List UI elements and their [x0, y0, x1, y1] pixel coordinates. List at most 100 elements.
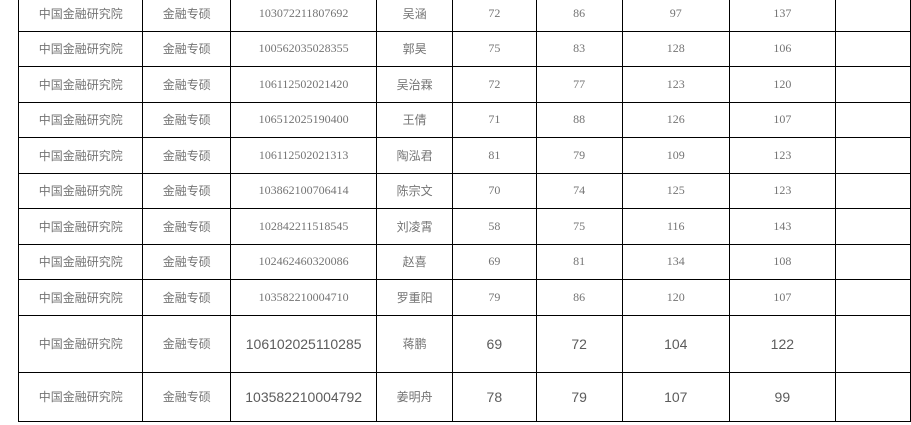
- cell-institute: 中国金融研究院: [17, 172, 144, 209]
- cell-score-3: 134: [621, 243, 731, 280]
- cell-name: 吴治霖: [376, 66, 453, 103]
- table-row: 中国金融研究院 金融专硕 106112502021313 陶泓君 81 79 1…: [17, 137, 911, 174]
- cell-exam-id: 103582210004792: [229, 371, 378, 422]
- cell-empty: [834, 172, 911, 209]
- cell-score-1: 79: [451, 279, 537, 316]
- cell-name: 刘凌霄: [376, 208, 453, 245]
- cell-institute: 中国金融研究院: [17, 66, 144, 103]
- cell-score-4: 137: [729, 0, 836, 32]
- cell-score-3: 97: [621, 0, 731, 32]
- cell-score-1: 75: [451, 30, 537, 67]
- cell-institute: 中国金融研究院: [17, 279, 144, 316]
- cell-score-1: 70: [451, 172, 537, 209]
- cell-score-3: 120: [621, 279, 731, 316]
- cell-score-3: 109: [621, 137, 731, 174]
- cell-name: 陈宗文: [376, 172, 453, 209]
- cell-score-3: 125: [621, 172, 731, 209]
- cell-institute: 中国金融研究院: [17, 137, 144, 174]
- cell-score-2: 88: [535, 101, 623, 138]
- cell-score-1: 71: [451, 101, 537, 138]
- cell-score-2: 86: [535, 279, 623, 316]
- cell-program: 金融专硕: [142, 66, 231, 103]
- cell-program: 金融专硕: [142, 30, 231, 67]
- cell-empty: [834, 66, 911, 103]
- cell-score-4: 123: [729, 172, 836, 209]
- cell-score-3: 126: [621, 101, 731, 138]
- table-row: 中国金融研究院 金融专硕 102842211518545 刘凌霄 58 75 1…: [17, 208, 911, 245]
- table-row: 中国金融研究院 金融专硕 103072211807692 吴涵 72 86 97…: [17, 0, 911, 32]
- table-row: 中国金融研究院 金融专硕 106112502021420 吴治霖 72 77 1…: [17, 66, 911, 103]
- cell-score-1: 81: [451, 137, 537, 174]
- cell-score-2: 83: [535, 30, 623, 67]
- cell-score-2: 79: [535, 371, 623, 422]
- cell-score-3: 116: [621, 208, 731, 245]
- cell-score-2: 74: [535, 172, 623, 209]
- cell-score-1: 58: [451, 208, 537, 245]
- cell-program: 金融专硕: [142, 279, 231, 316]
- cell-score-3: 128: [621, 30, 731, 67]
- cell-name: 姜明舟: [376, 371, 453, 422]
- cell-exam-id: 102462460320086: [229, 243, 378, 280]
- cell-score-1: 69: [451, 314, 537, 373]
- table-viewport: 中国金融研究院 金融专硕 103072211807692 吴涵 72 86 97…: [17, 0, 911, 422]
- cell-empty: [834, 30, 911, 67]
- cell-exam-id: 103582210004710: [229, 279, 378, 316]
- cell-empty: [834, 101, 911, 138]
- cell-empty: [834, 243, 911, 280]
- cell-score-1: 72: [451, 66, 537, 103]
- table-row: 中国金融研究院 金融专硕 103582210004710 罗重阳 79 86 1…: [17, 279, 911, 316]
- cell-score-2: 75: [535, 208, 623, 245]
- cell-score-4: 106: [729, 30, 836, 67]
- cell-program: 金融专硕: [142, 243, 231, 280]
- cell-name: 吴涵: [376, 0, 453, 32]
- cell-exam-id: 103072211807692: [229, 0, 378, 32]
- cell-program: 金融专硕: [142, 208, 231, 245]
- cell-score-2: 77: [535, 66, 623, 103]
- cell-score-4: 122: [729, 314, 836, 373]
- cell-program: 金融专硕: [142, 172, 231, 209]
- cell-score-1: 78: [451, 371, 537, 422]
- cell-score-3: 104: [621, 314, 731, 373]
- cell-exam-id: 103862100706414: [229, 172, 378, 209]
- cell-score-4: 143: [729, 208, 836, 245]
- cell-name: 王倩: [376, 101, 453, 138]
- cell-score-4: 120: [729, 66, 836, 103]
- cell-score-2: 86: [535, 0, 623, 32]
- cell-score-4: 123: [729, 137, 836, 174]
- cell-empty: [834, 208, 911, 245]
- cell-institute: 中国金融研究院: [17, 314, 144, 373]
- cell-exam-id: 106102025110285: [229, 314, 378, 373]
- cell-name: 蒋鹏: [376, 314, 453, 373]
- cell-score-4: 107: [729, 101, 836, 138]
- cell-name: 赵喜: [376, 243, 453, 280]
- cell-program: 金融专硕: [142, 314, 231, 373]
- cell-name: 郭昊: [376, 30, 453, 67]
- cell-score-2: 79: [535, 137, 623, 174]
- cell-score-2: 81: [535, 243, 623, 280]
- cell-empty: [834, 279, 911, 316]
- cell-exam-id: 106112502021420: [229, 66, 378, 103]
- cell-score-3: 107: [621, 371, 731, 422]
- cell-empty: [834, 0, 911, 32]
- cell-score-3: 123: [621, 66, 731, 103]
- cell-institute: 中国金融研究院: [17, 30, 144, 67]
- table-row: 中国金融研究院 金融专硕 102462460320086 赵喜 69 81 13…: [17, 243, 911, 280]
- cell-program: 金融专硕: [142, 0, 231, 32]
- cell-name: 罗重阳: [376, 279, 453, 316]
- cell-institute: 中国金融研究院: [17, 0, 144, 32]
- table-row: 中国金融研究院 金融专硕 103582210004792 姜明舟 78 79 1…: [17, 371, 911, 422]
- cell-score-4: 99: [729, 371, 836, 422]
- cell-empty: [834, 137, 911, 174]
- cell-institute: 中国金融研究院: [17, 101, 144, 138]
- table-row: 中国金融研究院 金融专硕 106512025190400 王倩 71 88 12…: [17, 101, 911, 138]
- table-row: 中国金融研究院 金融专硕 100562035028355 郭昊 75 83 12…: [17, 30, 911, 67]
- admission-scores-table: 中国金融研究院 金融专硕 103072211807692 吴涵 72 86 97…: [17, 0, 911, 422]
- cell-institute: 中国金融研究院: [17, 208, 144, 245]
- cell-exam-id: 106112502021313: [229, 137, 378, 174]
- cell-institute: 中国金融研究院: [17, 371, 144, 422]
- cell-exam-id: 106512025190400: [229, 101, 378, 138]
- cell-score-4: 107: [729, 279, 836, 316]
- cell-score-1: 69: [451, 243, 537, 280]
- cell-program: 金融专硕: [142, 137, 231, 174]
